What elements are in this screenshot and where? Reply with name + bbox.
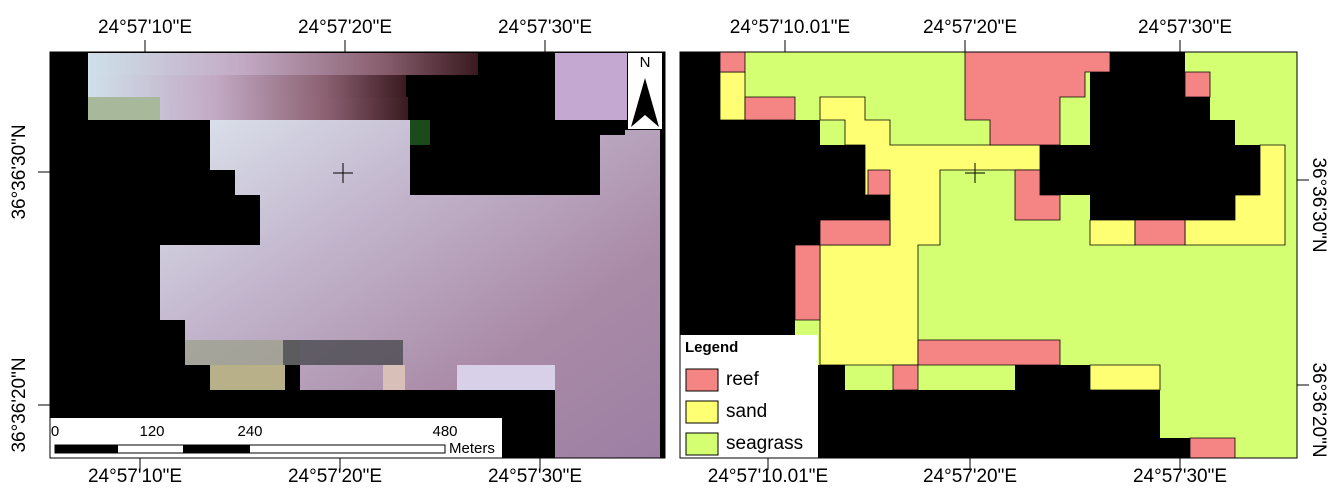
scale-bar: [55, 445, 118, 453]
legend-label: sand: [726, 401, 767, 422]
longitude-label: 24°57'10.01"E: [730, 17, 850, 38]
imagery: [457, 365, 555, 390]
scale-label: 240: [237, 423, 262, 440]
scale-bar: [183, 445, 250, 453]
sand-patch: [720, 72, 745, 120]
sand-patch: [1090, 220, 1135, 245]
latitude-label: 36°36'30"N: [9, 124, 30, 219]
sand-patch: [1090, 365, 1160, 390]
imagery: [283, 340, 403, 365]
legend-swatch: [686, 369, 718, 391]
latitude-label: 36°36'30"N: [1308, 157, 1329, 252]
longitude-label: 24°57'20"E: [288, 466, 382, 487]
legend-title: Legend: [685, 339, 738, 356]
legend-label: reef: [726, 369, 759, 390]
longitude-label: 24°57'30"E: [498, 17, 592, 38]
imagery: [185, 340, 300, 365]
reef-patch: [720, 52, 745, 72]
reef-patch: [820, 220, 890, 245]
reef-patch: [893, 365, 918, 390]
reef-patch: [1185, 72, 1210, 97]
scale-label: 120: [139, 423, 164, 440]
longitude-label: 24°57'20"E: [298, 17, 392, 38]
image-map: N 0 120 240 480 Meters: [50, 52, 665, 458]
imagery: [210, 365, 285, 390]
longitude-label: 24°57'10"E: [88, 466, 182, 487]
reef-patch: [918, 340, 1060, 365]
classification-map: Legend reef sand seagrass: [680, 52, 1297, 458]
imagery: [88, 75, 406, 97]
scale-unit: Meters: [449, 440, 495, 457]
reef-patch: [745, 97, 795, 120]
reef-patch: [1135, 220, 1185, 245]
longitude-label: 24°57'30"E: [488, 466, 582, 487]
imagery: [88, 97, 160, 120]
scale-label: 480: [432, 423, 457, 440]
reef-patch: [868, 170, 890, 195]
figure: N 0 120 240 480 Meters: [0, 0, 1333, 494]
reef-patch: [1190, 438, 1235, 458]
imagery: [383, 365, 405, 390]
imagery: [555, 53, 627, 120]
latitude-label: 36°36'20"N: [1308, 362, 1329, 457]
legend-label: seagrass: [726, 433, 803, 454]
longitude-label: 24°57'20"E: [923, 17, 1017, 38]
imagery: [88, 53, 478, 75]
north-label: N: [640, 54, 651, 71]
legend-swatch: [686, 433, 718, 455]
latitude-label: 36°36'20"N: [9, 357, 30, 452]
longitude-label: 24°57'30"E: [1138, 17, 1232, 38]
legend-swatch: [686, 401, 718, 423]
scale-label: 0: [51, 423, 59, 440]
longitude-label: 24°57'10"E: [98, 17, 192, 38]
reef-patch: [795, 245, 820, 320]
